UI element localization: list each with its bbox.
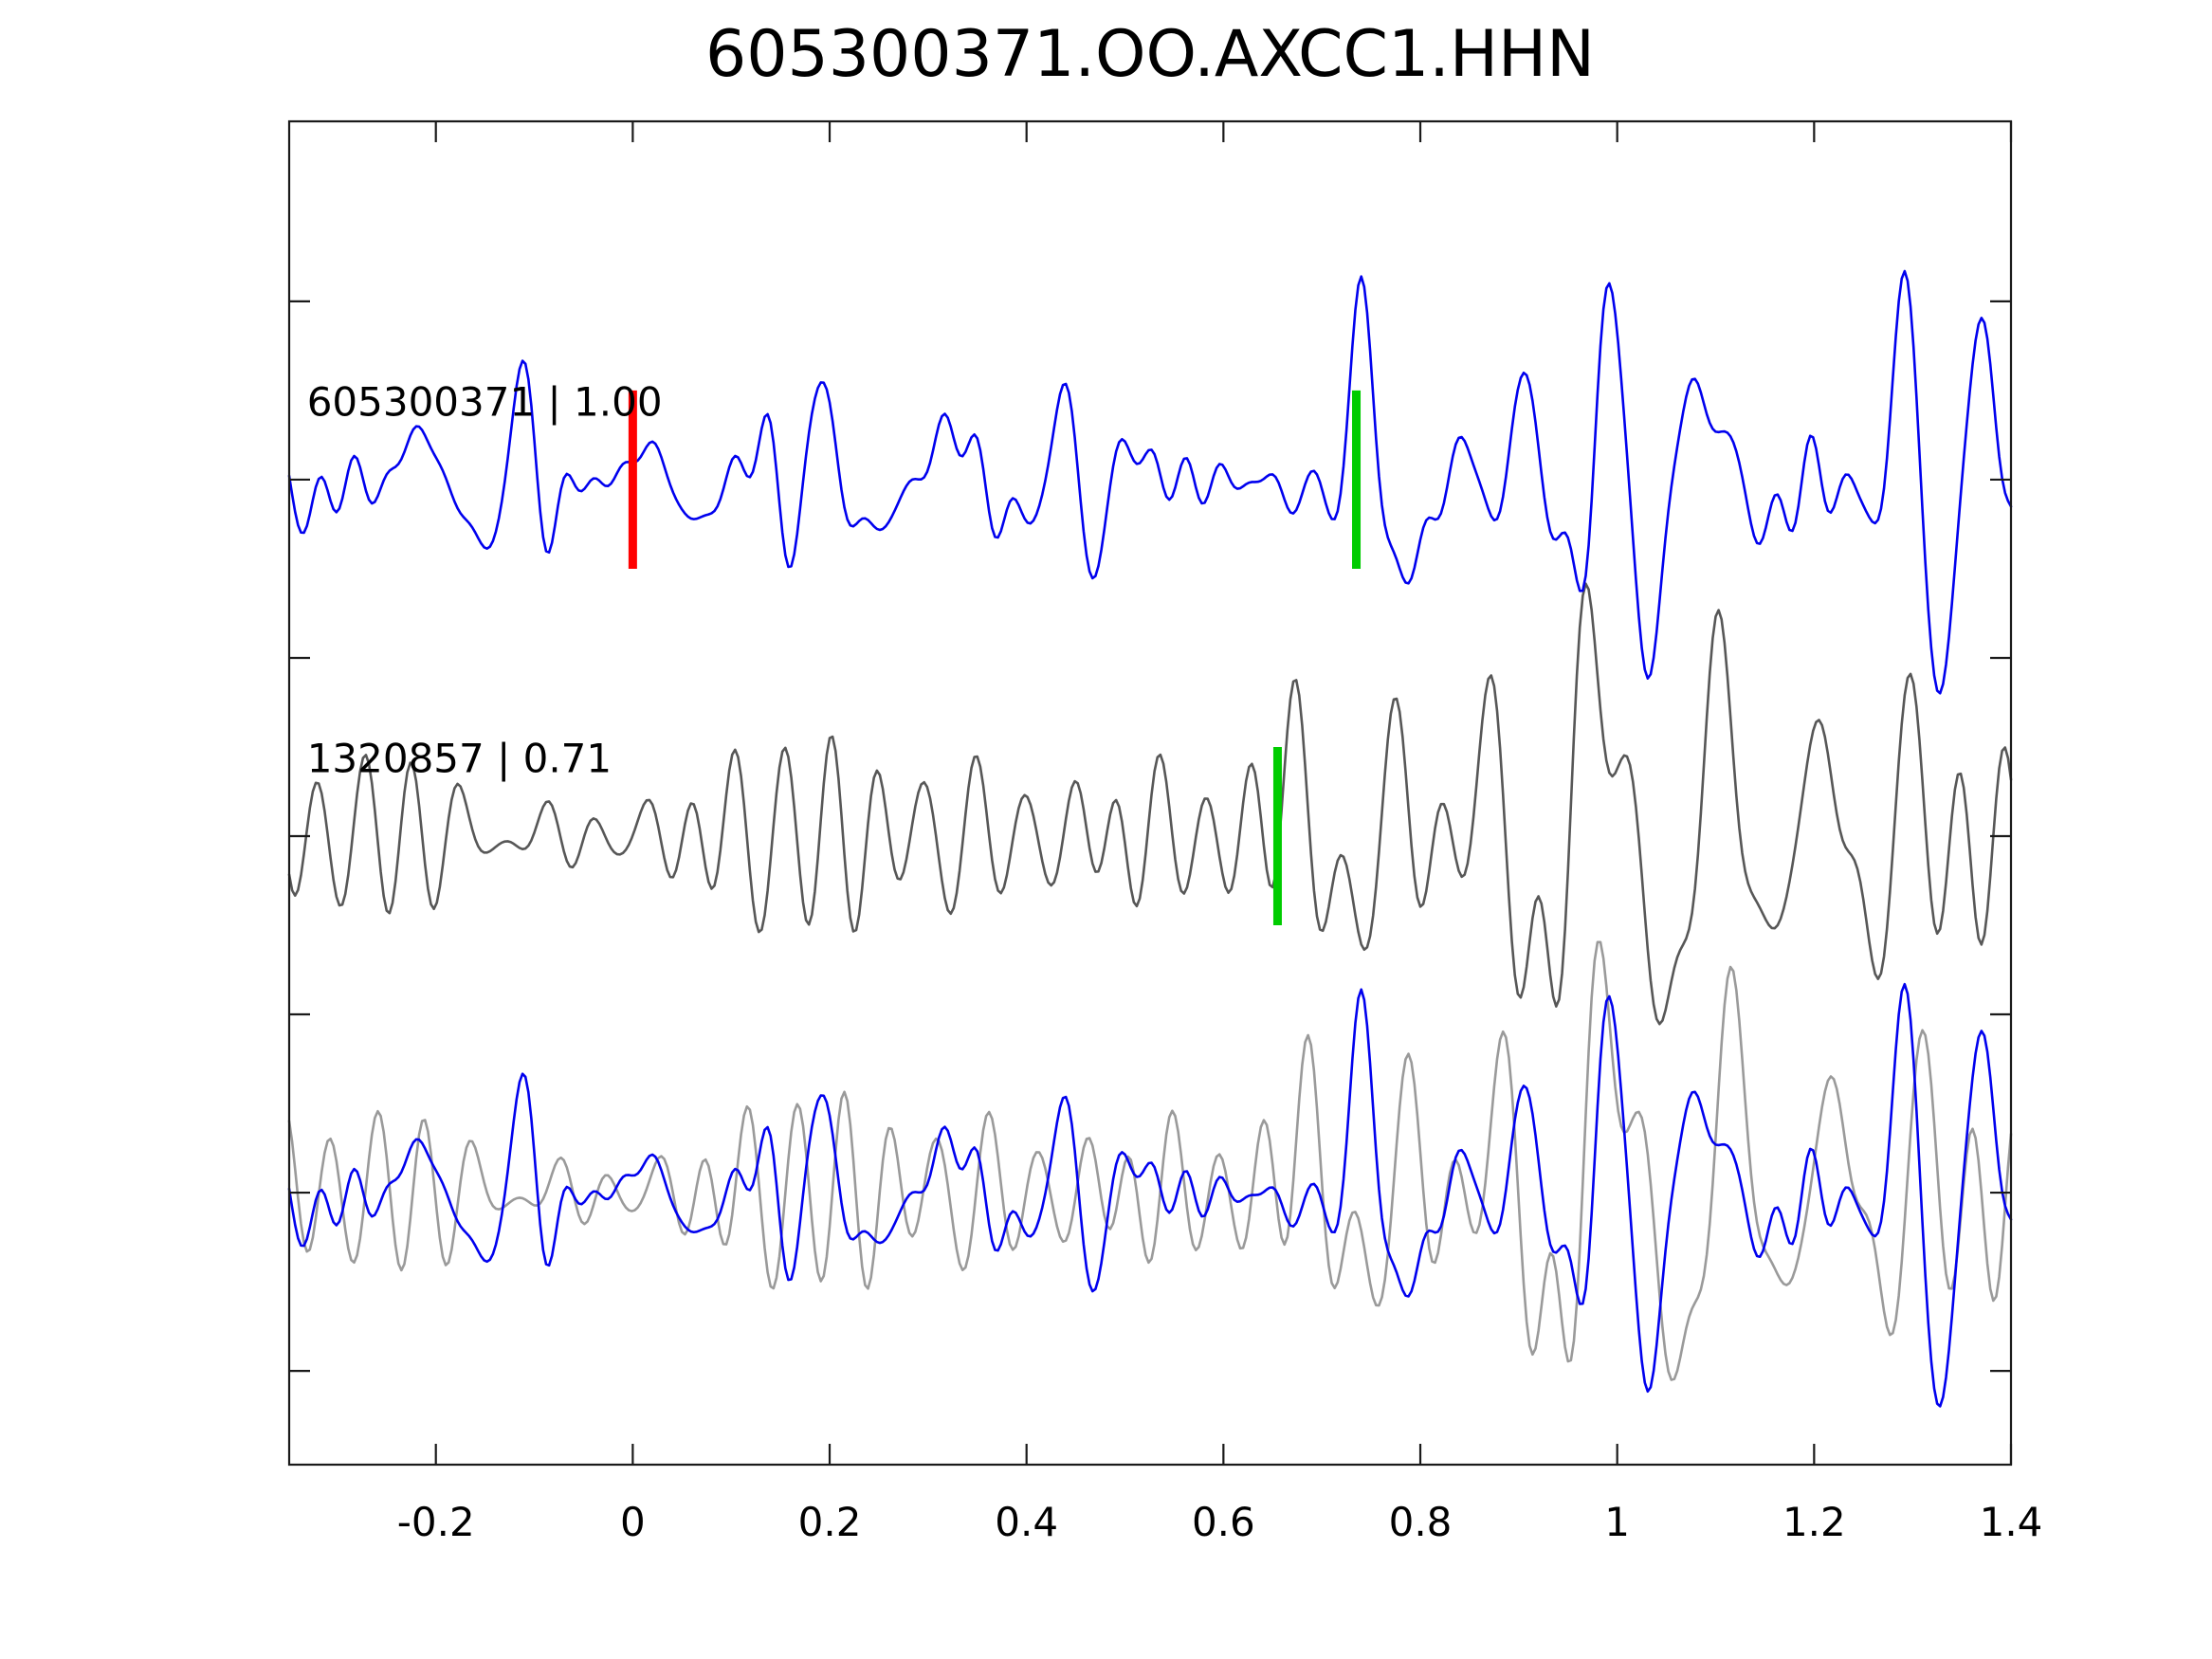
x-tick-label: -0.2 (397, 1499, 475, 1545)
x-tick-label: 1.2 (1782, 1499, 1846, 1545)
trace-detection (287, 582, 2013, 1026)
trace-label-0: 605300371 | 1.00 (307, 378, 663, 425)
trace-overlay-template (287, 982, 2013, 1408)
figure-title: 605300371.OO.AXCC1.HHN (704, 17, 1596, 92)
trace-template (287, 269, 2013, 695)
x-tick-label: 0.8 (1389, 1499, 1453, 1545)
x-tick-label: 0.4 (995, 1499, 1058, 1545)
trace-label-1: 1320857 | 0.71 (307, 735, 612, 781)
x-tick-label: 0.6 (1192, 1499, 1255, 1545)
plot-border (287, 119, 2013, 1467)
x-tick-label: 0.2 (798, 1499, 862, 1545)
x-tick-label: 0 (620, 1499, 646, 1545)
trace-overlay-detection (287, 940, 2013, 1381)
x-tick-label: 1 (1604, 1499, 1630, 1545)
x-tick-label: 1.4 (1980, 1499, 2043, 1545)
